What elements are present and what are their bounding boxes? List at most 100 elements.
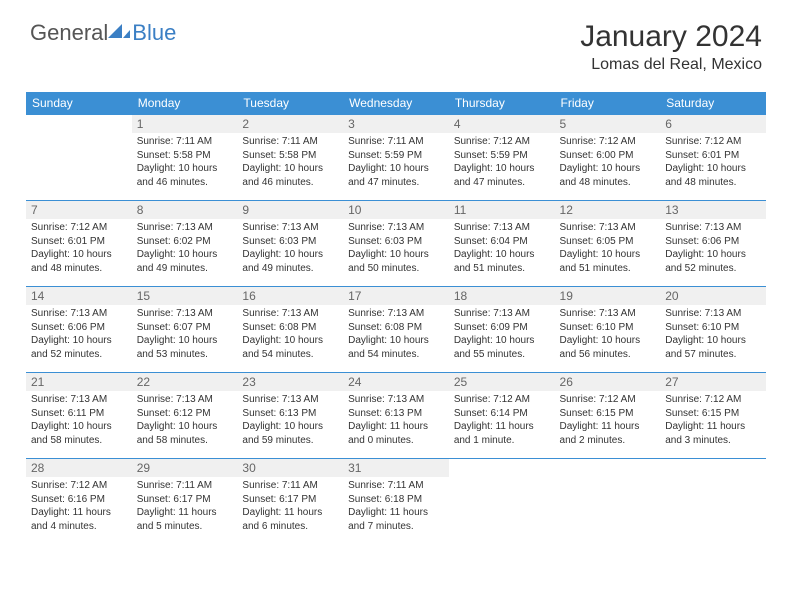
weekday-header: Friday (555, 92, 661, 115)
daylight-line: Daylight: 10 hours and 46 minutes. (137, 162, 233, 189)
day-cell: 26Sunrise: 7:12 AMSunset: 6:15 PMDayligh… (555, 373, 661, 459)
sunrise-line: Sunrise: 7:11 AM (348, 479, 444, 493)
day-number: 17 (343, 287, 449, 305)
sunrise-line: Sunrise: 7:11 AM (242, 135, 338, 149)
day-number: 23 (237, 373, 343, 391)
day-cell: 4Sunrise: 7:12 AMSunset: 5:59 PMDaylight… (449, 115, 555, 201)
day-number: 30 (237, 459, 343, 477)
sunset-line: Sunset: 6:15 PM (560, 407, 656, 421)
sunrise-line: Sunrise: 7:13 AM (137, 221, 233, 235)
sunset-line: Sunset: 6:03 PM (242, 235, 338, 249)
sunset-line: Sunset: 6:01 PM (31, 235, 127, 249)
day-info: Sunrise: 7:13 AMSunset: 6:04 PMDaylight:… (454, 221, 550, 275)
day-cell (660, 459, 766, 545)
sunset-line: Sunset: 5:59 PM (454, 149, 550, 163)
week-row: 14Sunrise: 7:13 AMSunset: 6:06 PMDayligh… (26, 287, 766, 373)
location: Lomas del Real, Mexico (580, 56, 762, 74)
day-cell (449, 459, 555, 545)
day-number: 3 (343, 115, 449, 133)
sunrise-line: Sunrise: 7:12 AM (454, 393, 550, 407)
weekday-header: Sunday (26, 92, 132, 115)
day-cell: 6Sunrise: 7:12 AMSunset: 6:01 PMDaylight… (660, 115, 766, 201)
day-number: 15 (132, 287, 238, 305)
sunset-line: Sunset: 5:58 PM (242, 149, 338, 163)
day-number: 8 (132, 201, 238, 219)
day-number: 16 (237, 287, 343, 305)
day-info: Sunrise: 7:13 AMSunset: 6:07 PMDaylight:… (137, 307, 233, 361)
day-number: 13 (660, 201, 766, 219)
sunset-line: Sunset: 6:14 PM (454, 407, 550, 421)
day-info: Sunrise: 7:11 AMSunset: 5:58 PMDaylight:… (242, 135, 338, 189)
day-info: Sunrise: 7:13 AMSunset: 6:13 PMDaylight:… (348, 393, 444, 447)
weekday-header: Monday (132, 92, 238, 115)
sunrise-line: Sunrise: 7:13 AM (137, 307, 233, 321)
daylight-line: Daylight: 10 hours and 58 minutes. (137, 420, 233, 447)
daylight-line: Daylight: 11 hours and 1 minute. (454, 420, 550, 447)
sunrise-line: Sunrise: 7:13 AM (348, 393, 444, 407)
daylight-line: Daylight: 10 hours and 49 minutes. (242, 248, 338, 275)
sunrise-line: Sunrise: 7:13 AM (31, 393, 127, 407)
day-number: 28 (26, 459, 132, 477)
day-info: Sunrise: 7:11 AMSunset: 6:17 PMDaylight:… (242, 479, 338, 533)
week-row: 7Sunrise: 7:12 AMSunset: 6:01 PMDaylight… (26, 201, 766, 287)
day-number: 12 (555, 201, 661, 219)
daylight-line: Daylight: 10 hours and 53 minutes. (137, 334, 233, 361)
day-number: 10 (343, 201, 449, 219)
daylight-line: Daylight: 10 hours and 57 minutes. (665, 334, 761, 361)
daylight-line: Daylight: 10 hours and 48 minutes. (665, 162, 761, 189)
day-cell: 3Sunrise: 7:11 AMSunset: 5:59 PMDaylight… (343, 115, 449, 201)
daylight-line: Daylight: 10 hours and 54 minutes. (242, 334, 338, 361)
sunrise-line: Sunrise: 7:11 AM (348, 135, 444, 149)
sunrise-line: Sunrise: 7:13 AM (454, 221, 550, 235)
day-info: Sunrise: 7:12 AMSunset: 6:00 PMDaylight:… (560, 135, 656, 189)
daylight-line: Daylight: 10 hours and 46 minutes. (242, 162, 338, 189)
day-cell: 20Sunrise: 7:13 AMSunset: 6:10 PMDayligh… (660, 287, 766, 373)
weekday-header: Tuesday (237, 92, 343, 115)
day-cell: 30 Sunrise: 7:11 AMSunset: 6:17 PMDayligh… (237, 459, 343, 545)
daylight-line: Daylight: 11 hours and 2 minutes. (560, 420, 656, 447)
sunrise-line: Sunrise: 7:13 AM (348, 221, 444, 235)
day-info: Sunrise: 7:12 AMSunset: 6:16 PMDaylight:… (31, 479, 127, 533)
sunset-line: Sunset: 5:58 PM (137, 149, 233, 163)
day-info: Sunrise: 7:12 AMSunset: 6:01 PMDaylight:… (31, 221, 127, 275)
daylight-line: Daylight: 10 hours and 52 minutes. (31, 334, 127, 361)
sunset-line: Sunset: 6:08 PM (242, 321, 338, 335)
day-cell: 25Sunrise: 7:12 AMSunset: 6:14 PMDayligh… (449, 373, 555, 459)
day-info: Sunrise: 7:13 AMSunset: 6:10 PMDaylight:… (560, 307, 656, 361)
day-number: 19 (555, 287, 661, 305)
day-cell (26, 115, 132, 201)
day-cell: 28 Sunrise: 7:12 AMSunset: 6:16 PMDayligh… (26, 459, 132, 545)
sunrise-line: Sunrise: 7:13 AM (137, 393, 233, 407)
logo-text-general: General (30, 20, 108, 46)
logo-sail-icon (108, 22, 130, 38)
day-info: Sunrise: 7:13 AMSunset: 6:10 PMDaylight:… (665, 307, 761, 361)
daylight-line: Daylight: 11 hours and 5 minutes. (137, 506, 233, 533)
daylight-line: Daylight: 11 hours and 6 minutes. (242, 506, 338, 533)
day-cell: 27Sunrise: 7:12 AMSunset: 6:15 PMDayligh… (660, 373, 766, 459)
day-cell: 11Sunrise: 7:13 AMSunset: 6:04 PMDayligh… (449, 201, 555, 287)
week-row: 28 Sunrise: 7:12 AMSunset: 6:16 PMDayligh… (26, 459, 766, 545)
title-block: January 2024 Lomas del Real, Mexico (580, 20, 762, 74)
day-cell: 5Sunrise: 7:12 AMSunset: 6:00 PMDaylight… (555, 115, 661, 201)
sunrise-line: Sunrise: 7:12 AM (454, 135, 550, 149)
day-info: Sunrise: 7:13 AMSunset: 6:06 PMDaylight:… (31, 307, 127, 361)
day-cell: 7Sunrise: 7:12 AMSunset: 6:01 PMDaylight… (26, 201, 132, 287)
sunrise-line: Sunrise: 7:13 AM (665, 307, 761, 321)
day-info: Sunrise: 7:13 AMSunset: 6:11 PMDaylight:… (31, 393, 127, 447)
day-cell: 19 Sunrise: 7:13 AMSunset: 6:10 PMDayligh… (555, 287, 661, 373)
sunrise-line: Sunrise: 7:13 AM (560, 307, 656, 321)
sunrise-line: Sunrise: 7:11 AM (137, 479, 233, 493)
day-cell: 2Sunrise: 7:11 AMSunset: 5:58 PMDaylight… (237, 115, 343, 201)
weekday-header: Wednesday (343, 92, 449, 115)
day-info: Sunrise: 7:12 AMSunset: 6:15 PMDaylight:… (665, 393, 761, 447)
sunset-line: Sunset: 6:06 PM (31, 321, 127, 335)
day-info: Sunrise: 7:13 AMSunset: 6:05 PMDaylight:… (560, 221, 656, 275)
sunset-line: Sunset: 6:01 PM (665, 149, 761, 163)
day-info: Sunrise: 7:13 AMSunset: 6:06 PMDaylight:… (665, 221, 761, 275)
daylight-line: Daylight: 11 hours and 7 minutes. (348, 506, 444, 533)
day-cell: 1Sunrise: 7:11 AMSunset: 5:58 PMDaylight… (132, 115, 238, 201)
daylight-line: Daylight: 10 hours and 51 minutes. (560, 248, 656, 275)
day-number: 18 (449, 287, 555, 305)
day-info: Sunrise: 7:13 AMSunset: 6:09 PMDaylight:… (454, 307, 550, 361)
sunrise-line: Sunrise: 7:13 AM (242, 393, 338, 407)
